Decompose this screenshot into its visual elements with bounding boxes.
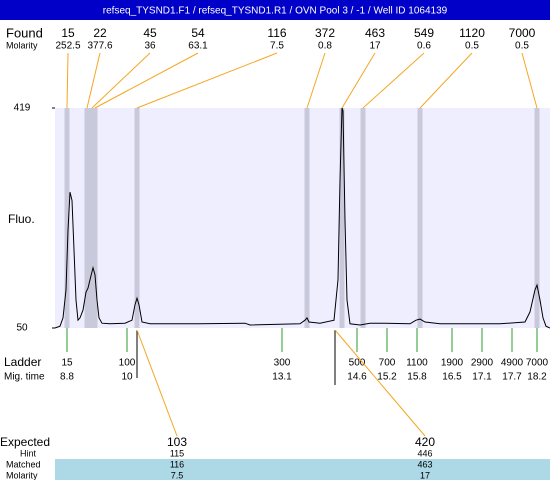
found-leader: [362, 52, 425, 109]
peak-band: [92, 108, 98, 328]
peak-band: [339, 108, 345, 328]
found-leader: [86, 52, 101, 109]
ladder-migtime: 8.8: [60, 372, 74, 383]
peak-band: [84, 108, 90, 328]
y-tick-label: 419: [14, 103, 31, 114]
found-leader: [419, 52, 473, 109]
found-molarity: 17: [369, 41, 381, 52]
found-leader: [136, 52, 278, 109]
peak-band: [534, 108, 540, 328]
ladder-migtime: 13.1: [272, 372, 292, 383]
ladder-migtime: 14.6: [347, 372, 367, 383]
trace: [54, 107, 550, 329]
ladder-size: 2900: [471, 358, 494, 369]
ladder-size: 300: [274, 358, 291, 369]
found-leader: [521, 52, 538, 109]
peak-band: [360, 108, 366, 328]
peak-band: [134, 108, 140, 328]
expected-matched: 463: [417, 459, 432, 469]
expected-hint: 446: [417, 448, 432, 458]
expected-leader: [136, 329, 178, 437]
found-size: 1120: [459, 26, 485, 40]
found-molarity: 0.5: [465, 41, 479, 52]
ladder-label: Ladder: [4, 355, 41, 369]
peak-band: [89, 108, 95, 328]
found-size: 463: [365, 26, 385, 40]
y-axis-label: Fluo.: [8, 212, 35, 226]
found-label: Found: [6, 25, 43, 40]
found-size: 22: [93, 26, 107, 40]
found-size: 45: [143, 26, 157, 40]
found-molarity: 63.1: [188, 41, 208, 52]
ladder-migtime: 10: [121, 372, 133, 383]
found-size: 116: [267, 26, 286, 40]
ladder-migtime: 17.7: [502, 372, 522, 383]
matched-background: [55, 459, 550, 480]
ladder-migtime: 15.8: [407, 372, 427, 383]
found-size: 372: [315, 26, 335, 40]
ladder-size: 4900: [501, 358, 524, 369]
ladder-migtime: 16.5: [442, 372, 462, 383]
ladder-size: 700: [379, 358, 396, 369]
matched-label: Matched: [6, 459, 41, 469]
found-molarity: 0.5: [515, 41, 529, 52]
found-molarity: 377.6: [87, 41, 112, 52]
expected-label: Expected: [0, 435, 50, 449]
found-size: 549: [414, 26, 434, 40]
found-size: 7000: [509, 26, 536, 40]
peak-band: [417, 108, 423, 328]
found-leader: [341, 52, 376, 109]
title: refseq_TYSND1.F1 / refseq_TYSND1.R1 / OV…: [103, 6, 448, 17]
y-tick-label: 50: [16, 323, 28, 334]
found-molarity: 0.8: [318, 41, 332, 52]
expected-molarity: 17: [420, 470, 430, 480]
molarity-label: Molarity: [6, 470, 38, 480]
found-molarity: 0.6: [417, 41, 431, 52]
expected-matched: 116: [170, 459, 184, 469]
ladder-migtime: 17.1: [472, 372, 492, 383]
found-molarity-label: Molarity: [6, 40, 38, 50]
expected-molarity: 7.5: [171, 470, 184, 480]
peak-band: [64, 108, 70, 328]
migtime-label: Mig. time: [4, 372, 45, 383]
peak-band: [304, 108, 310, 328]
title-bar: [0, 0, 550, 20]
found-molarity: 7.5: [270, 41, 284, 52]
expected-size: 103: [167, 435, 187, 449]
found-molarity: 36: [144, 41, 156, 52]
matched-row: [55, 459, 550, 480]
ladder-size: 7000: [526, 358, 549, 369]
plot-background: [55, 108, 550, 328]
found-leader: [66, 52, 69, 109]
found-size: 54: [191, 26, 205, 40]
ladder-migtime: 18.2: [527, 372, 547, 383]
found-leader: [94, 52, 199, 109]
ladder-size: 1900: [441, 358, 464, 369]
ladder-migtime: 15.2: [377, 372, 397, 383]
expected-size: 420: [415, 435, 435, 449]
found-molarity: 252.5: [55, 41, 80, 52]
ladder-size: 100: [119, 358, 136, 369]
expected-leader: [334, 329, 426, 437]
ladder-size: 1100: [406, 358, 428, 369]
found-leader: [306, 52, 326, 109]
found-size: 15: [61, 26, 75, 40]
ladder-size: 15: [61, 358, 73, 369]
ladder-size: 500: [349, 358, 366, 369]
found-leader: [91, 52, 151, 109]
expected-hint: 115: [170, 448, 184, 458]
hint-label: Hint: [20, 448, 37, 458]
